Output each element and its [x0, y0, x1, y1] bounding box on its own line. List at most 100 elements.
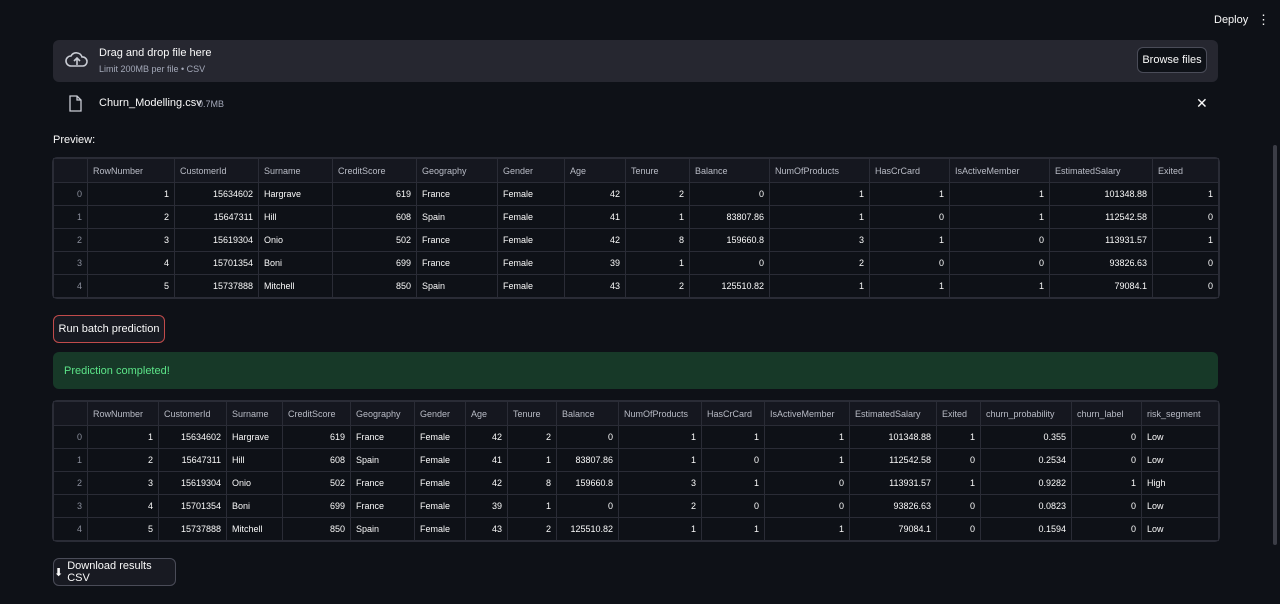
table-cell: 41	[564, 205, 626, 229]
table-cell: 83807.86	[556, 448, 619, 472]
column-header: Age	[465, 401, 508, 426]
table-cell: 159660.8	[556, 471, 619, 495]
table-cell: Female	[497, 228, 565, 252]
table-row: 2 3 15619304 Onio 502 France Female 42 8 159660.8…	[53, 228, 1219, 252]
table-cell: 608	[332, 205, 417, 229]
table-cell: 0	[1071, 517, 1142, 541]
row-index: 4	[53, 517, 88, 541]
table-cell: High	[1141, 471, 1219, 495]
table-row: 1 2 15647311 Hill 608 Spain Female 41 1 83807.86 1…	[53, 205, 1219, 229]
table-cell: 0.0823	[980, 494, 1072, 518]
table-cell: 1	[949, 205, 1050, 229]
table-cell: 159660.8	[689, 228, 770, 252]
table-cell: 0.1594	[980, 517, 1072, 541]
table-cell: 93826.63	[849, 494, 937, 518]
table-cell: France	[416, 251, 498, 275]
table-cell: France	[416, 228, 498, 252]
row-index: 0	[53, 182, 88, 206]
table-cell: 0	[764, 494, 850, 518]
file-name: Churn_Modelling.csv	[99, 97, 202, 109]
column-header: Tenure	[625, 158, 690, 183]
table-row: 4 5 15737888 Mitchell 850 Spain Female 43 2 12551…	[53, 274, 1219, 298]
column-header: Gender	[497, 158, 565, 183]
column-header: CustomerId	[174, 158, 259, 183]
table-cell: 850	[332, 274, 417, 298]
table-cell: 0	[936, 517, 981, 541]
column-header: Balance	[689, 158, 770, 183]
table-cell: 0	[1071, 448, 1142, 472]
column-header: risk_segment	[1141, 401, 1219, 426]
download-button[interactable]: ⬇ Download results CSV	[53, 558, 176, 586]
remove-file[interactable]: ✕	[1196, 95, 1208, 111]
table-cell: 113931.57	[849, 471, 937, 495]
table-cell: 850	[282, 517, 351, 541]
table-cell: Low	[1141, 448, 1219, 472]
table-cell: Hill	[226, 448, 283, 472]
column-header: CreditScore	[282, 401, 351, 426]
file-size: 0.7MB	[198, 99, 225, 109]
column-header: HasCrCard	[869, 158, 950, 183]
table-cell: 15737888	[158, 517, 227, 541]
row-index: 3	[53, 494, 88, 518]
table-row: 1 2 15647311 Hill 608 Spain Female 41 1 83807.86 1…	[53, 448, 1219, 472]
table-cell: 1	[869, 182, 950, 206]
table-cell: Female	[497, 274, 565, 298]
table-cell: 2	[618, 494, 702, 518]
column-header: Geography	[350, 401, 415, 426]
table-cell: Spain	[350, 517, 415, 541]
table-cell: 1	[625, 205, 690, 229]
table-cell: Female	[414, 425, 466, 449]
row-index: 1	[53, 205, 88, 229]
index-header	[53, 401, 88, 426]
menu-icon[interactable]: ⋮	[1257, 12, 1270, 27]
table-cell: 125510.82	[556, 517, 619, 541]
row-index: 2	[53, 471, 88, 495]
table-cell: 5	[87, 274, 175, 298]
scrollbar[interactable]	[1273, 145, 1277, 545]
table-cell: 1	[87, 182, 175, 206]
table-cell: Onio	[226, 471, 283, 495]
table-cell: 0	[936, 494, 981, 518]
column-header: CreditScore	[332, 158, 417, 183]
table-cell: 15634602	[158, 425, 227, 449]
table-cell: 0	[689, 251, 770, 275]
column-header: NumOfProducts	[769, 158, 870, 183]
row-index: 3	[53, 251, 88, 275]
file-icon	[69, 95, 82, 112]
upload-icon	[65, 52, 88, 67]
table-cell: 112542.58	[849, 448, 937, 472]
column-header: IsActiveMember	[764, 401, 850, 426]
column-header: Exited	[936, 401, 981, 426]
table-cell: 1	[869, 274, 950, 298]
table-cell: 619	[332, 182, 417, 206]
index-header	[53, 158, 88, 183]
preview-label: Preview:	[53, 134, 96, 146]
column-header: EstimatedSalary	[849, 401, 937, 426]
table-cell: 2	[625, 182, 690, 206]
table-cell: 4	[87, 251, 175, 275]
table-row: 0 1 15634602 Hargrave 619 France Female 42 2 0 1 1 1…	[53, 425, 1219, 449]
table-cell: 3	[618, 471, 702, 495]
table-cell: 15619304	[174, 228, 259, 252]
table-cell: 43	[564, 274, 626, 298]
column-header: Tenure	[507, 401, 557, 426]
run-button[interactable]: Run batch prediction	[53, 315, 165, 343]
table-cell: Hill	[258, 205, 333, 229]
table-cell: 2	[507, 425, 557, 449]
browse-button[interactable]: Browse files	[1137, 47, 1207, 73]
table-cell: 15619304	[158, 471, 227, 495]
table-cell: France	[350, 494, 415, 518]
table-cell: Onio	[258, 228, 333, 252]
table-cell: 1	[769, 205, 870, 229]
deploy-button[interactable]: Deploy	[1214, 14, 1249, 26]
table-cell: 0	[764, 471, 850, 495]
file-uploader[interactable]: Drag and drop file here Limit 200MB per …	[53, 40, 1218, 82]
table-cell: 0	[701, 494, 765, 518]
table-row: 3 4 15701354 Boni 699 France Female 39 1 0 2 0 0 9382…	[53, 251, 1219, 275]
table-cell: 1	[869, 228, 950, 252]
table-cell: 0	[1152, 251, 1219, 275]
table-cell: 2	[769, 251, 870, 275]
table-cell: 125510.82	[689, 274, 770, 298]
table-cell: 101348.88	[849, 425, 937, 449]
